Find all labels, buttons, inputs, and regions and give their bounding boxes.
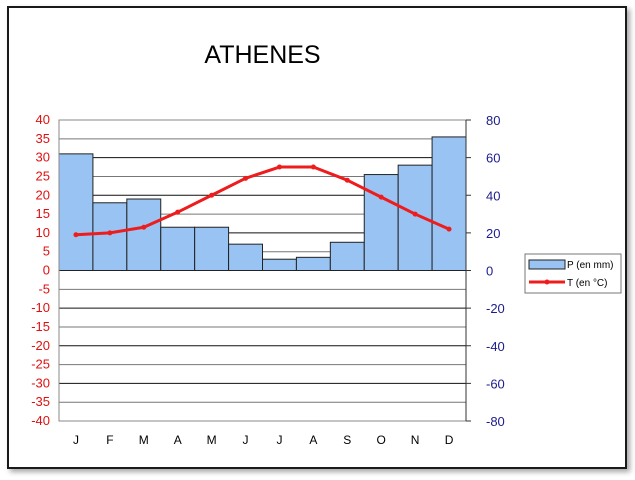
legend: P (en mm) T (en °C) xyxy=(524,253,622,294)
temperature-point xyxy=(107,230,113,236)
left-tick-label: 15 xyxy=(36,206,50,221)
temperature-point xyxy=(276,164,282,170)
temperature-point xyxy=(412,211,418,217)
right-tick-label: 60 xyxy=(486,151,500,166)
chart-title: ATHENES xyxy=(204,41,320,69)
temperature-point xyxy=(344,177,350,183)
right-tick-label: -60 xyxy=(486,376,505,391)
left-tick-label: 5 xyxy=(43,244,50,259)
chart-frame: ATHENES 40 35 30 25 20 15 10 5 0 -5 -10 -15 -20 -25 -3… xyxy=(7,6,627,469)
left-tick-label: 0 xyxy=(43,263,50,278)
temperature-point xyxy=(175,209,181,215)
climate-chart: ATHENES 40 35 30 25 20 15 10 5 0 -5 -10 -15 -20 -25 -3… xyxy=(31,41,622,447)
month-label: F xyxy=(106,433,113,447)
left-tick-label: 35 xyxy=(36,131,50,146)
precipitation-bar xyxy=(295,256,331,272)
month-label: J xyxy=(73,433,79,447)
left-tick-label: -25 xyxy=(31,357,50,372)
month-label: J xyxy=(276,433,282,447)
precipitation-bar xyxy=(329,241,365,271)
right-tick-label: -20 xyxy=(486,301,505,316)
temperature-point xyxy=(446,226,452,232)
right-tick-label: 0 xyxy=(486,264,493,279)
temperature-point xyxy=(378,194,384,200)
precipitation-bar xyxy=(363,174,399,271)
month-label: J xyxy=(243,433,249,447)
temperature-point xyxy=(310,164,316,170)
axes: 40 35 30 25 20 15 10 5 0 -5 -10 -15 -20 -25 -30 -35 -40 8… xyxy=(31,112,505,447)
precipitation-bar xyxy=(194,226,230,271)
month-label: O xyxy=(377,433,386,447)
legend-marker-temperature xyxy=(544,279,550,285)
temperature-point xyxy=(243,175,249,181)
left-tick-label: 25 xyxy=(36,168,50,183)
temperature-point xyxy=(209,192,215,198)
left-tick-label: -15 xyxy=(31,319,50,334)
right-tick-label: 20 xyxy=(486,226,500,241)
left-tick-label: -30 xyxy=(31,375,50,390)
month-label: M xyxy=(139,433,149,447)
left-tick-label: -20 xyxy=(31,338,50,353)
temperature-point xyxy=(73,232,79,238)
precipitation-bar xyxy=(228,243,263,272)
left-tick-label: 30 xyxy=(36,150,50,165)
right-tick-label: -40 xyxy=(486,339,505,354)
month-label: A xyxy=(174,433,182,447)
left-tick-label: -10 xyxy=(31,300,50,315)
precipitation-bar xyxy=(160,226,196,271)
month-label: S xyxy=(343,433,351,447)
left-tick-label: 10 xyxy=(36,225,50,240)
precipitation-bar xyxy=(126,198,162,271)
left-tick-label: -40 xyxy=(31,413,50,428)
month-label: N xyxy=(411,433,420,447)
right-tick-label: -80 xyxy=(486,414,505,429)
legend-swatch-precipitation xyxy=(528,259,566,270)
precipitation-bar xyxy=(58,153,94,271)
right-tick-label: 40 xyxy=(486,188,500,203)
right-tick-label: 80 xyxy=(486,113,500,128)
month-label: D xyxy=(445,433,454,447)
legend-label-temperature: T (en °C) xyxy=(567,278,608,289)
left-tick-label: -35 xyxy=(31,394,50,409)
temperature-series-line xyxy=(75,165,450,237)
precipitation-bar xyxy=(262,258,297,271)
temperature-point xyxy=(141,224,147,230)
precipitation-bar xyxy=(431,136,467,271)
month-label: M xyxy=(207,433,217,447)
precipitation-bars xyxy=(58,136,467,272)
precipitation-bar xyxy=(92,202,128,271)
temperature-line xyxy=(73,164,452,238)
legend-label-precipitation: P (en mm) xyxy=(567,260,614,271)
left-tick-label: 40 xyxy=(36,112,50,127)
left-tick-label: 20 xyxy=(36,187,50,202)
month-label: A xyxy=(309,433,317,447)
left-tick-label: -5 xyxy=(38,281,50,296)
